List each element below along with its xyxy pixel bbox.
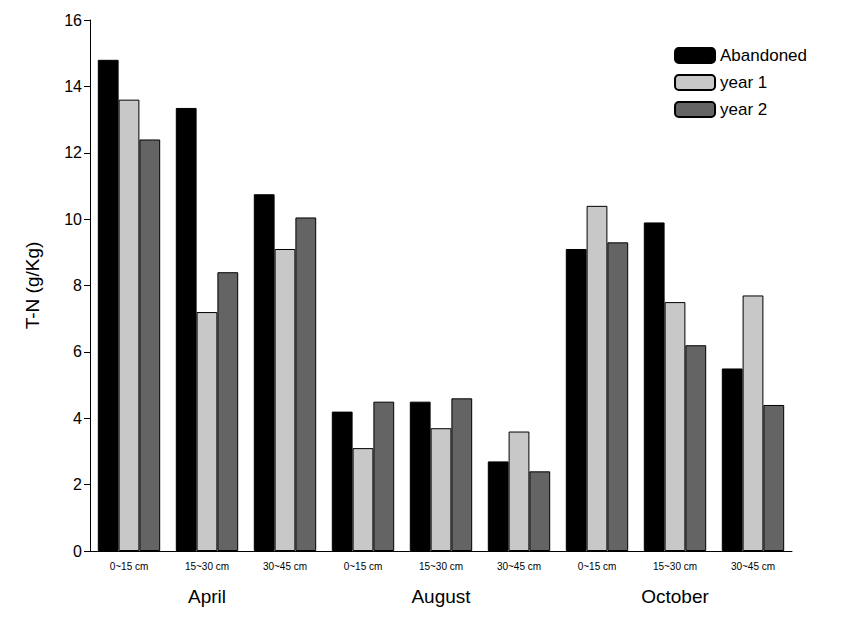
svg-text:30~45 cm: 30~45 cm [731, 561, 775, 572]
svg-text:14: 14 [64, 78, 82, 95]
svg-text:Abandoned: Abandoned [720, 46, 807, 65]
svg-text:10: 10 [64, 211, 82, 228]
svg-text:year 2: year 2 [720, 100, 767, 119]
svg-text:0~15 cm: 0~15 cm [344, 561, 383, 572]
svg-text:2: 2 [73, 476, 82, 493]
svg-text:April: April [188, 586, 226, 607]
svg-text:August: August [411, 586, 471, 607]
svg-text:30~45 cm: 30~45 cm [263, 561, 307, 572]
svg-text:T-N (g/Kg): T-N (g/Kg) [22, 242, 43, 330]
svg-text:15~30 cm: 15~30 cm [185, 561, 229, 572]
svg-text:16: 16 [64, 12, 82, 29]
svg-text:0: 0 [73, 543, 82, 560]
svg-text:0~15 cm: 0~15 cm [578, 561, 617, 572]
svg-text:year 1: year 1 [720, 73, 767, 92]
svg-text:0~15 cm: 0~15 cm [110, 561, 149, 572]
svg-text:October: October [641, 586, 709, 607]
svg-text:30~45 cm: 30~45 cm [497, 561, 541, 572]
svg-text:4: 4 [73, 410, 82, 427]
svg-text:15~30 cm: 15~30 cm [653, 561, 697, 572]
svg-text:12: 12 [64, 144, 82, 161]
svg-text:8: 8 [73, 277, 82, 294]
svg-text:6: 6 [73, 343, 82, 360]
svg-text:15~30 cm: 15~30 cm [419, 561, 463, 572]
